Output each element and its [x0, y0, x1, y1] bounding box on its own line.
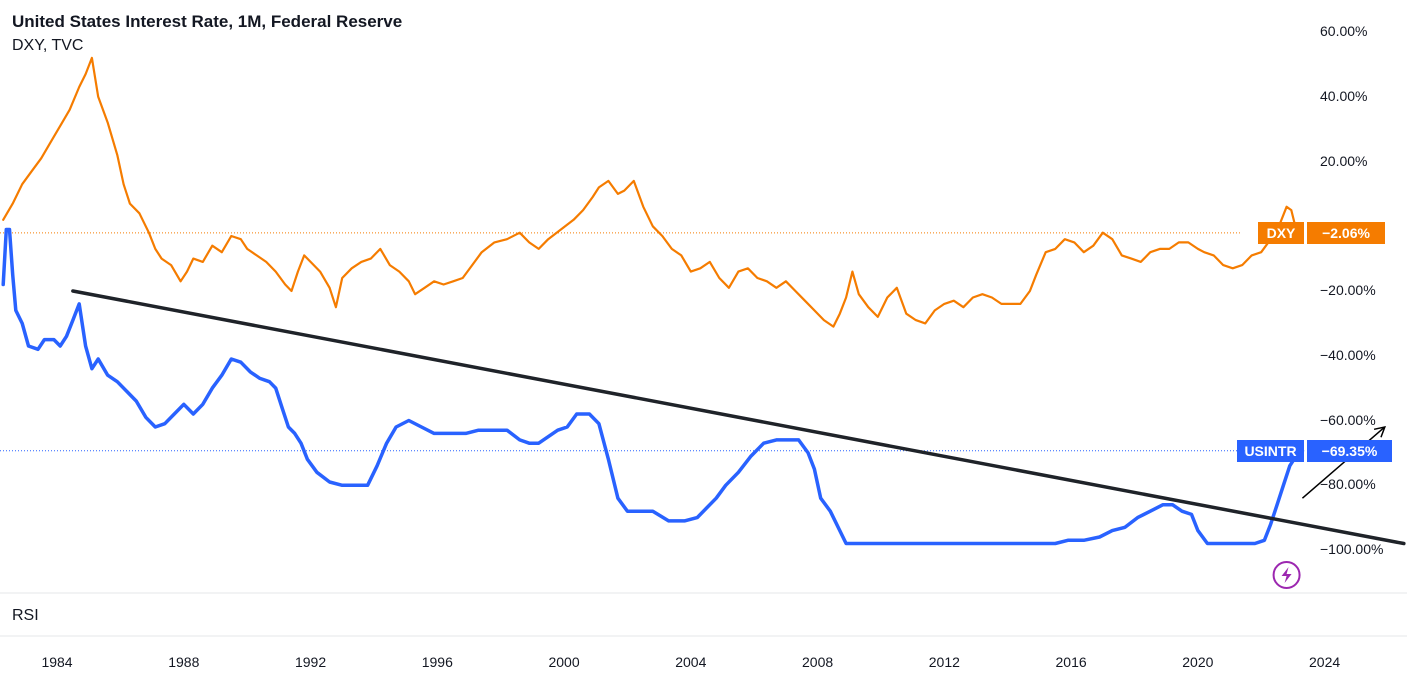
x-tick-label: 2024 — [1309, 654, 1341, 670]
x-tick-label: 1984 — [41, 654, 73, 670]
x-tick-label: 2016 — [1055, 654, 1087, 670]
x-tick-label: 1996 — [421, 654, 453, 670]
arrow-head — [1373, 425, 1387, 438]
x-tick-label: 2000 — [548, 654, 580, 670]
usintr-series-line — [1, 227, 1305, 546]
arrow-line[interactable] — [1301, 426, 1386, 499]
dxy-value-badge: −2.06% — [1307, 221, 1385, 244]
trend-line[interactable] — [71, 289, 1406, 546]
rsi-pane-label: RSI — [12, 607, 39, 624]
x-tick-label: 1992 — [294, 654, 327, 670]
lightning-bolt-icon[interactable] — [1272, 561, 1301, 589]
y-tick-label: −80.00% — [1320, 476, 1376, 493]
usintr-value-badge: −69.35% — [1307, 439, 1392, 462]
lightning-bolt-glyph — [1281, 567, 1292, 583]
x-tick-label: 2008 — [802, 654, 834, 670]
dxy-series-badge: DXY — [1258, 221, 1304, 244]
chart-title: United States Interest Rate, 1M, Federal… — [12, 12, 403, 31]
usintr-series-badge: USINTR — [1237, 439, 1304, 462]
x-tick-label: 2020 — [1182, 654, 1214, 670]
y-tick-label: −20.00% — [1320, 282, 1376, 298]
y-tick-label: 60.00% — [1320, 23, 1368, 39]
y-tick-label: −40.00% — [1320, 346, 1376, 363]
x-tick-label: 1988 — [168, 654, 200, 670]
y-tick-label: 20.00% — [1320, 152, 1368, 169]
chart-subtitle: DXY, TVC — [12, 37, 84, 54]
x-tick-label: 2004 — [675, 654, 707, 670]
x-tick-label: 2012 — [928, 654, 960, 670]
y-tick-label: −60.00% — [1320, 411, 1376, 428]
y-tick-label: −100.00% — [1320, 541, 1384, 557]
dxy-series-line — [2, 56, 1304, 328]
y-tick-label: 40.00% — [1320, 87, 1368, 104]
